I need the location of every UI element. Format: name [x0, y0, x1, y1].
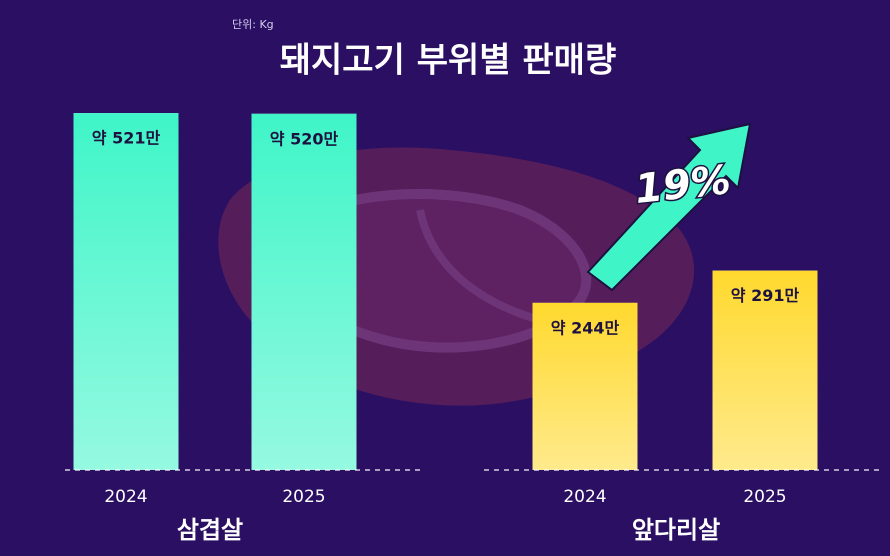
group-label: 앞다리살 [632, 516, 720, 544]
bar [251, 113, 357, 471]
growth-arrow [586, 122, 752, 292]
x-tick-label: 2024 [104, 487, 147, 507]
value-label: 약 244만 [551, 318, 620, 337]
group-label: 삼겹살 [177, 516, 243, 544]
value-label: 약 291만 [731, 286, 800, 305]
x-tick-label: 2024 [563, 487, 606, 507]
chart-title: 돼지고기 부위별 판매량 [280, 41, 616, 81]
x-tick-label: 2025 [282, 487, 325, 507]
bar [73, 113, 179, 471]
annotation: 19% [633, 157, 733, 213]
x-tick-label: 2025 [743, 487, 786, 507]
value-label: 약 520만 [270, 129, 339, 148]
value-label: 약 521만 [92, 129, 161, 148]
unit-note: 단위: Kg [232, 18, 274, 31]
bar [532, 302, 638, 470]
bar [712, 270, 818, 470]
